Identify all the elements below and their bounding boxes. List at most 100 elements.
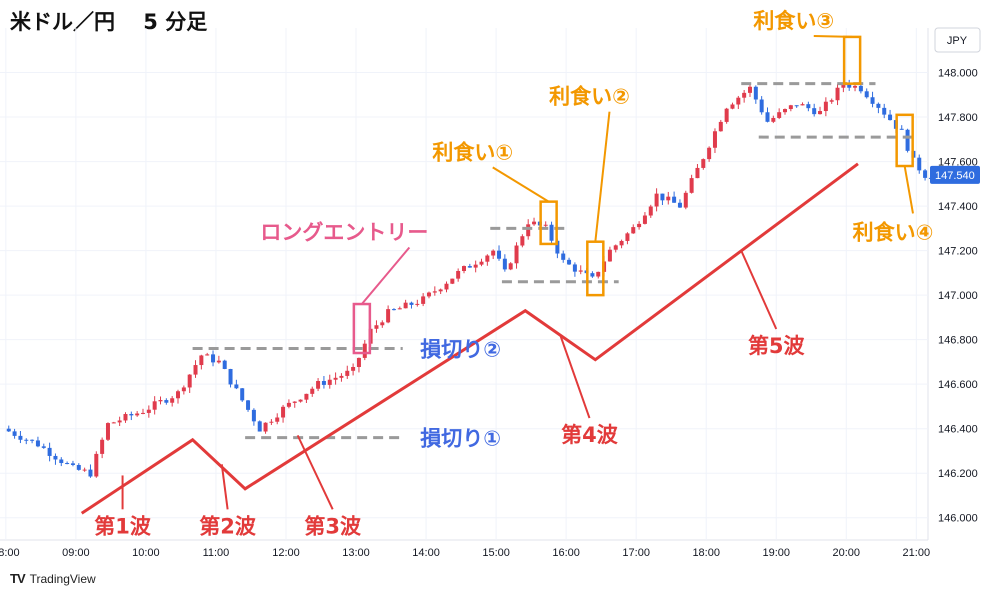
candle-body — [917, 157, 922, 171]
candle-body — [275, 417, 280, 422]
candle-body — [561, 253, 566, 260]
candle-body — [111, 422, 116, 424]
price-level-lines — [192, 82, 917, 440]
candle-body — [345, 370, 350, 376]
candle-body — [619, 240, 624, 246]
candle-body — [281, 406, 286, 418]
candle-body — [24, 439, 29, 441]
price-tick-label: 146.200 — [938, 468, 978, 480]
entry-label: ロングエントリー — [260, 220, 428, 244]
candle-body — [41, 446, 46, 448]
candle-body — [386, 309, 391, 323]
candle-body — [129, 414, 134, 416]
time-tick-label: 10:00 — [132, 547, 160, 559]
candle-body — [730, 104, 735, 109]
candle-body — [596, 271, 601, 277]
candle-body — [578, 270, 583, 272]
candle-body — [800, 104, 805, 106]
candle-body — [426, 292, 431, 297]
currency-label: JPY — [947, 35, 968, 47]
candle-body — [193, 365, 198, 375]
candle-body — [841, 84, 846, 88]
candle-body — [707, 147, 712, 160]
take-profit-label: 利食い② — [549, 85, 630, 109]
candle-body — [59, 459, 64, 464]
candle-body — [923, 170, 928, 178]
price-tick-label: 146.400 — [938, 424, 978, 436]
candle-body — [257, 421, 262, 432]
wave-label: 第2波 — [199, 514, 257, 538]
chart-title: 米ドル／円 5 分足 — [10, 10, 208, 34]
candle-body — [123, 414, 128, 421]
last-price-label: 147.540 — [935, 170, 975, 182]
candle-body — [829, 100, 834, 102]
currency-badge[interactable]: JPY — [0, 0, 1000, 60]
candle-body — [508, 263, 513, 270]
price-axis[interactable]: 146.000 146.200 146.400 146.600 146.800 147.0… — [924, 68, 980, 525]
candle-body — [327, 379, 332, 385]
candle-body — [672, 196, 677, 203]
candle-body — [502, 258, 507, 270]
candle-body — [409, 302, 414, 305]
candle-body — [304, 393, 309, 400]
candle-body — [374, 325, 379, 329]
tradingview-mark-icon: TV — [10, 571, 26, 586]
time-tick-label: 08:00 — [0, 547, 20, 559]
candle-body — [421, 296, 426, 304]
last-price-badge — [930, 165, 980, 184]
candle-body — [853, 85, 858, 88]
candle-body — [450, 278, 455, 284]
candle-body — [316, 381, 321, 389]
candle-body — [648, 206, 653, 216]
time-tick-label: 13:00 — [342, 547, 370, 559]
price-tick-label: 147.400 — [938, 201, 978, 213]
candle-body — [35, 440, 40, 447]
candle-body — [567, 259, 572, 265]
candle-body — [467, 266, 472, 268]
candle-body — [683, 192, 688, 208]
candle-body — [105, 423, 110, 440]
candle-body — [47, 447, 52, 456]
take-profit-leader-line — [492, 166, 550, 203]
candle-body — [415, 303, 420, 305]
candle-body — [240, 388, 245, 401]
candle-body — [135, 413, 140, 416]
time-axis[interactable]: 08:00 09:00 10:00 11:00 12:00 13:00 14:00 15:00… — [0, 547, 930, 559]
candle-body — [864, 91, 869, 98]
candle-body — [543, 224, 548, 226]
time-tick-label: 12:00 — [272, 547, 300, 559]
price-tick-label: 147.600 — [938, 157, 978, 169]
candle-body — [572, 264, 577, 272]
time-tick-label: 19:00 — [762, 547, 790, 559]
candle-body — [718, 121, 723, 132]
candlestick-series — [6, 79, 933, 478]
candle-body — [607, 249, 612, 262]
candle-body — [625, 233, 630, 241]
candle-body — [806, 104, 811, 109]
entry-leader-line — [361, 246, 411, 305]
candle-body — [164, 400, 169, 403]
candle-body — [695, 167, 700, 179]
candle-body — [351, 367, 356, 371]
time-tick-label: 15:00 — [482, 547, 510, 559]
take-profit-box — [895, 113, 914, 168]
candle-body — [321, 381, 326, 385]
take-profit-label: 利食い③ — [753, 9, 834, 33]
tradingview-logo[interactable]: TV TradingView — [10, 571, 96, 586]
price-tick-label: 146.600 — [938, 379, 978, 391]
candle-body — [532, 221, 537, 225]
price-tick-label: 148.000 — [938, 68, 978, 80]
wave-leader-line — [296, 434, 334, 510]
candle-body — [870, 97, 875, 104]
take-profit-box — [539, 200, 558, 246]
candle-body — [847, 84, 852, 88]
candle-body — [269, 421, 274, 423]
candle-body — [339, 375, 344, 378]
take-profit-box — [586, 240, 605, 297]
candle-body — [479, 261, 484, 265]
candle-body — [397, 308, 402, 310]
candle-body — [905, 129, 910, 151]
candle-body — [613, 245, 618, 250]
wave-leader-line — [740, 250, 778, 330]
